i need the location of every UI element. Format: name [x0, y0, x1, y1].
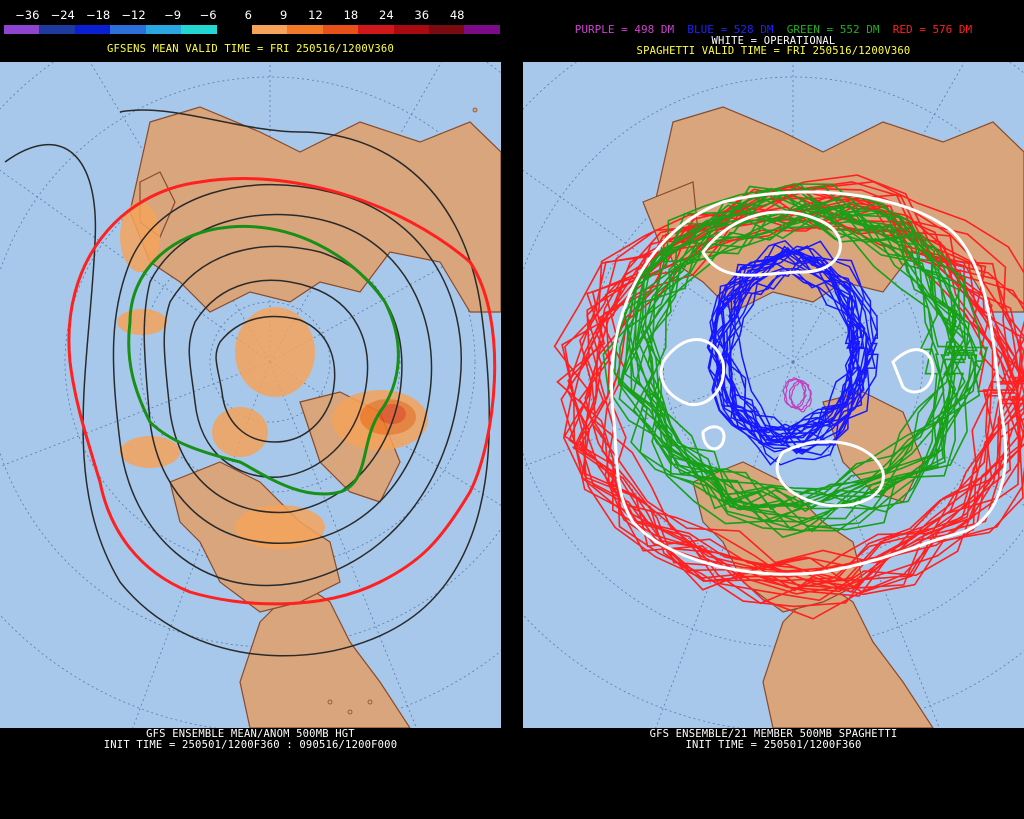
colorbar-swatch — [181, 25, 217, 34]
colorbar-label: 6 — [244, 8, 252, 22]
spaghetti-valid-time: SPAGHETTI VALID TIME = FRI 250516/1200V3… — [636, 45, 911, 57]
spaghetti-panel: PURPLE = 498 DM BLUE = 528 DM GREEN = 55… — [523, 0, 1024, 819]
member-contour — [619, 185, 965, 506]
colorbar-swatch — [358, 25, 394, 34]
ensemble-mean-panel: −36 −24 −18 −12 −9 −6 6 9 12 18 24 36 48 GFSENS MEAN… — [0, 0, 501, 819]
ensemble-mean-map — [0, 62, 501, 728]
member-contour — [619, 187, 944, 508]
legend-entry: BLUE = 528 DM — [687, 23, 787, 36]
member-contour — [574, 204, 1023, 591]
member-contour — [707, 257, 856, 446]
panel-divider — [501, 0, 523, 819]
colorbar-label: 9 — [280, 8, 288, 22]
colorbar-label: −6 — [199, 8, 217, 22]
member-contour — [782, 376, 806, 409]
contour-576dm — [67, 177, 497, 606]
member-contour — [639, 196, 981, 520]
legend-entry: PURPLE = 498 DM — [574, 23, 688, 36]
member-contour — [640, 213, 965, 531]
member-contour — [644, 196, 970, 523]
colorbar-label: 12 — [308, 8, 323, 22]
member-contour — [613, 211, 938, 539]
operational-contours — [610, 190, 1008, 576]
spaghetti-map — [523, 62, 1024, 728]
colorbar-label: −12 — [121, 8, 146, 22]
member-contour — [590, 187, 1024, 594]
colorbar-swatch — [287, 25, 323, 34]
colorbar-label: −9 — [164, 8, 182, 22]
spaghetti-caption-title: GFS ENSEMBLE/21 MEMBER 500MB SPAGHETTI — [649, 728, 898, 740]
operational-legend: WHITE = OPERATIONAL — [711, 35, 836, 47]
member-contour — [788, 379, 812, 411]
islands — [327, 107, 478, 715]
colorbar-swatch — [4, 25, 40, 34]
member-contour — [622, 183, 954, 491]
member-contour — [584, 192, 1024, 602]
colorbar-swatch — [251, 25, 288, 34]
colorbar-label: 24 — [379, 8, 394, 22]
mean-map-graphic — [0, 62, 501, 728]
member-contour — [580, 197, 1024, 596]
member-contour — [566, 192, 1016, 593]
spaghetti-552dm-members — [602, 183, 989, 539]
member-contour — [635, 183, 978, 507]
colorbar-label: −36 — [15, 8, 40, 22]
spaghetti-528dm-members — [706, 239, 879, 466]
colorbar-label: 18 — [343, 8, 359, 22]
contour-552dm — [127, 224, 400, 496]
colorbar-swatch — [464, 25, 500, 34]
member-contour — [714, 249, 861, 444]
member-contour — [727, 253, 879, 455]
member-contour — [711, 239, 854, 434]
colorbar-label: −18 — [85, 8, 111, 22]
member-contour — [790, 380, 812, 413]
colorbar-swatch — [429, 25, 465, 34]
spaghetti-498dm-members — [782, 376, 812, 413]
colorbar-swatch — [145, 25, 182, 34]
member-contour — [640, 209, 983, 533]
legend-entry: RED = 576 DM — [892, 23, 973, 36]
colorbar-label: 48 — [449, 8, 465, 22]
colorbar-labels: −36 −24 −18 −12 −9 −6 6 9 12 18 24 36 48 — [4, 8, 500, 22]
member-contour — [726, 245, 871, 431]
legend-entry: GREEN = 552 DM — [786, 23, 893, 36]
colorbar-swatch — [322, 25, 359, 34]
member-contour — [707, 252, 861, 447]
mean-valid-time: GFSENS MEAN VALID TIME = FRI 250516/1200… — [107, 43, 394, 55]
spaghetti-legend: PURPLE = 498 DM BLUE = 528 DM GREEN = 55… — [523, 23, 1024, 36]
anomaly-colorbar — [4, 25, 500, 34]
colorbar-label: −24 — [50, 8, 75, 22]
spaghetti-caption-init: INIT TIME = 250501/1200F360 — [685, 739, 862, 751]
colorbar-swatch — [110, 25, 146, 34]
colorbar-label: 36 — [414, 8, 430, 22]
colorbar-swatch — [74, 25, 111, 34]
colorbar-swatch — [216, 25, 252, 34]
colorbar-swatch — [39, 25, 75, 34]
member-contour — [649, 187, 989, 511]
colorbar-swatch — [393, 25, 430, 34]
mean-caption-init: INIT TIME = 250501/1200F360 : 090516/120… — [103, 739, 398, 751]
member-contour — [785, 378, 807, 410]
spaghetti-map-graphic — [523, 62, 1024, 728]
mean-caption-title: GFS ENSEMBLE MEAN/ANOM 500MB HGT — [146, 728, 355, 740]
member-contour — [728, 240, 879, 430]
